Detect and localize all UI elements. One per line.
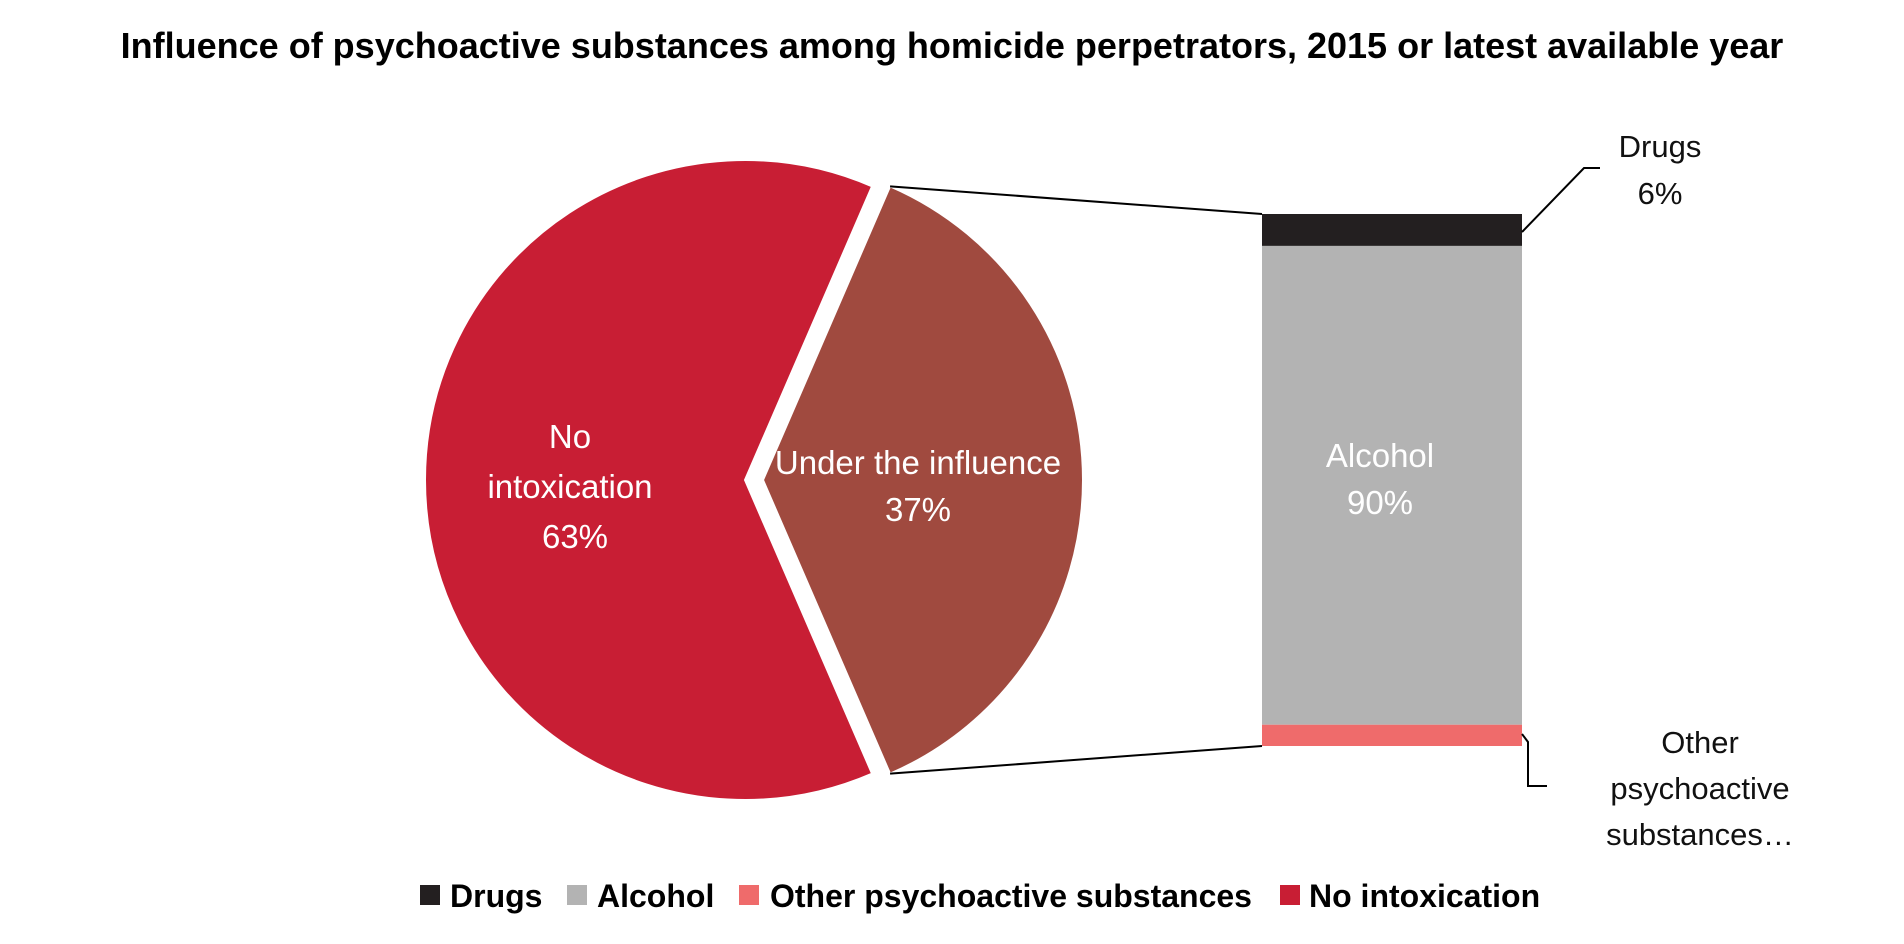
pie: [424, 159, 1084, 801]
pie-slice-no-intoxication: [424, 159, 874, 801]
legend-swatch-drugs: [420, 885, 440, 905]
pie-label-no-intoxication-value: 63%: [542, 518, 608, 555]
bar-segment-other-psychoactive-substances: [1262, 724, 1522, 746]
connector-line-bottom: [890, 745, 1263, 775]
legend-label-other: Other psychoactive substances: [770, 878, 1252, 914]
legend-label-drugs: Drugs: [450, 878, 542, 914]
bar-label-other-line2: psychoactive: [1610, 771, 1789, 806]
pie-label-no-intoxication-line1: No: [549, 418, 591, 455]
breakdown-bar: [1262, 214, 1522, 746]
leader-line-drugs: [1521, 167, 1600, 233]
bar-label-drugs-value: 6%: [1638, 176, 1683, 211]
bar-label-drugs: Drugs: [1619, 129, 1702, 164]
bar-label-alcohol: Alcohol: [1326, 437, 1434, 474]
pie-slice-under-the-influence: [761, 185, 1084, 775]
bar-segment-drugs: [1262, 214, 1522, 246]
pie-label-under-influence-value: 37%: [885, 491, 951, 528]
connector-lines: [890, 185, 1263, 775]
pie-label-under-influence: Under the influence: [775, 444, 1061, 481]
bar-label-other-line1: Other: [1661, 725, 1739, 760]
legend: Drugs Alcohol Other psychoactive substan…: [420, 878, 1540, 914]
legend-swatch-alcohol: [567, 885, 587, 905]
legend-swatch-other: [739, 885, 759, 905]
chart-title: Influence of psychoactive substances amo…: [121, 25, 1784, 66]
leader-line-other: [1521, 733, 1547, 787]
bar-segment-alcohol: [1262, 245, 1522, 725]
legend-swatch-no-intoxication: [1280, 885, 1300, 905]
legend-label-alcohol: Alcohol: [597, 878, 714, 914]
pie-label-no-intoxication-line2: intoxication: [487, 468, 652, 505]
bar-label-alcohol-value: 90%: [1347, 484, 1413, 521]
legend-label-no-intoxication: No intoxication: [1309, 878, 1540, 914]
bar-label-other-line3: substances…: [1606, 817, 1794, 852]
connector-line-top: [890, 185, 1263, 215]
